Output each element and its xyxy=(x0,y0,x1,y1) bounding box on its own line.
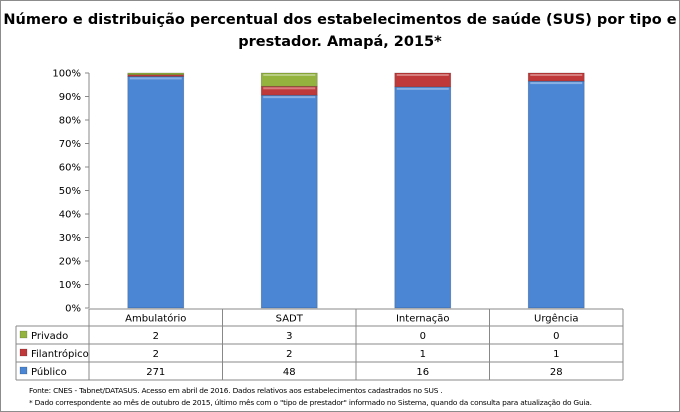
bar-highlight xyxy=(263,96,316,99)
bar-segment-público xyxy=(260,94,318,309)
bar-highlight xyxy=(530,74,583,76)
y-tick-label: 50% xyxy=(59,186,81,197)
data-value: 271 xyxy=(146,367,165,378)
data-value: 0 xyxy=(420,331,426,342)
y-tick-label: 20% xyxy=(59,257,81,268)
title-line-2: prestador. Amapá, 2015* xyxy=(238,34,442,50)
data-value: 2 xyxy=(286,349,292,360)
y-tick-label: 0% xyxy=(65,304,81,315)
bar-segment-filantrópico xyxy=(394,72,452,88)
y-tick-label: 40% xyxy=(59,210,81,221)
legend-key-filantrópico xyxy=(19,348,28,357)
legend-label: Privado xyxy=(31,331,68,342)
legend-label: Filantrópico xyxy=(31,348,89,360)
chart-title: Número e distribuição percentual dos est… xyxy=(1,9,679,53)
category-label: SADT xyxy=(276,314,304,325)
source-note: Fonte: CNES - Tabnet/DATASUS. Acesso em … xyxy=(29,386,443,395)
bar-segment-público xyxy=(527,80,585,309)
data-value: 1 xyxy=(420,349,426,360)
category-label: Urgência xyxy=(534,313,579,325)
data-value: 28 xyxy=(550,367,563,378)
data-value: 2 xyxy=(153,331,159,342)
notes: Fonte: CNES - Tabnet/DATASUS. Acesso em … xyxy=(29,385,592,409)
bar-segment-privado xyxy=(127,72,185,76)
data-value: 2 xyxy=(153,349,159,360)
category-label: Ambulatório xyxy=(125,313,186,325)
data-value: 16 xyxy=(416,367,429,378)
bar-highlight xyxy=(530,82,583,85)
y-tick-label: 90% xyxy=(59,92,81,103)
bar-segment-privado xyxy=(260,72,318,87)
bar-highlight xyxy=(396,87,449,90)
bar-segment-filantrópico xyxy=(527,72,585,82)
y-tick-label: 100% xyxy=(52,69,81,80)
legend-key-público xyxy=(19,366,28,375)
data-value: 1 xyxy=(553,349,559,360)
y-tick-label: 80% xyxy=(59,116,81,127)
legend-label: Público xyxy=(31,366,67,378)
title-line-1: Número e distribuição percentual dos est… xyxy=(3,12,677,28)
y-tick-label: 60% xyxy=(59,163,81,174)
bar-highlight xyxy=(129,77,182,80)
bar-highlight xyxy=(263,87,316,90)
legend-key-privado xyxy=(19,330,28,339)
bar-segment-público xyxy=(127,76,185,309)
footnote: * Dado correspondente ao mês de outubro … xyxy=(29,398,592,407)
data-value: 3 xyxy=(286,331,292,342)
data-value: 48 xyxy=(283,367,296,378)
bar-highlight xyxy=(396,74,449,76)
bar-highlight xyxy=(263,74,316,76)
category-label: Internação xyxy=(396,314,450,325)
y-tick-label: 30% xyxy=(59,233,81,244)
bar-segment-público xyxy=(394,86,452,309)
y-tick-label: 10% xyxy=(59,280,81,291)
y-tick-label: 70% xyxy=(59,139,81,150)
data-value: 0 xyxy=(553,331,559,342)
